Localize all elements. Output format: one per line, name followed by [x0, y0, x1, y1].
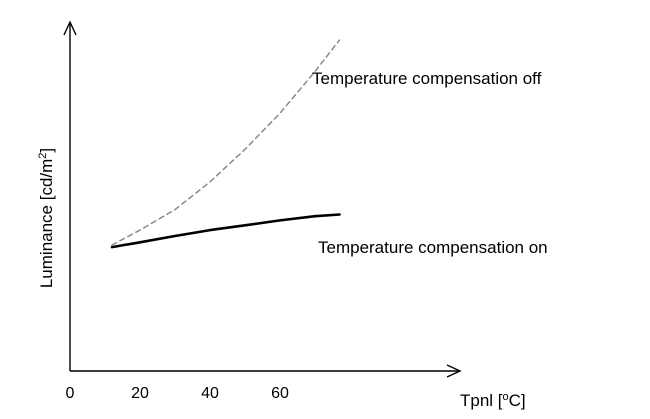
series-line-compensation-off [111, 39, 341, 246]
series-label-compensation-off: Temperature compensation off [312, 69, 542, 88]
series-label-compensation-on: Temperature compensation on [318, 238, 548, 257]
x-tick-label-20: 20 [131, 385, 149, 402]
x-axis-title: Tpnl [oC] [460, 391, 526, 410]
x-tick-label-60: 60 [271, 385, 289, 402]
x-tick-label-0: 0 [66, 385, 75, 402]
series-lines [110, 39, 341, 249]
y-axis-title: Luminance [cd/m2] [37, 148, 56, 288]
x-tick-labels: 0 20 40 60 [66, 385, 289, 402]
x-tick-label-40: 40 [201, 385, 219, 402]
y-axis-arrow-icon [63, 20, 77, 36]
series-line-compensation-on [110, 213, 341, 249]
x-axis-arrow-icon [446, 364, 462, 378]
